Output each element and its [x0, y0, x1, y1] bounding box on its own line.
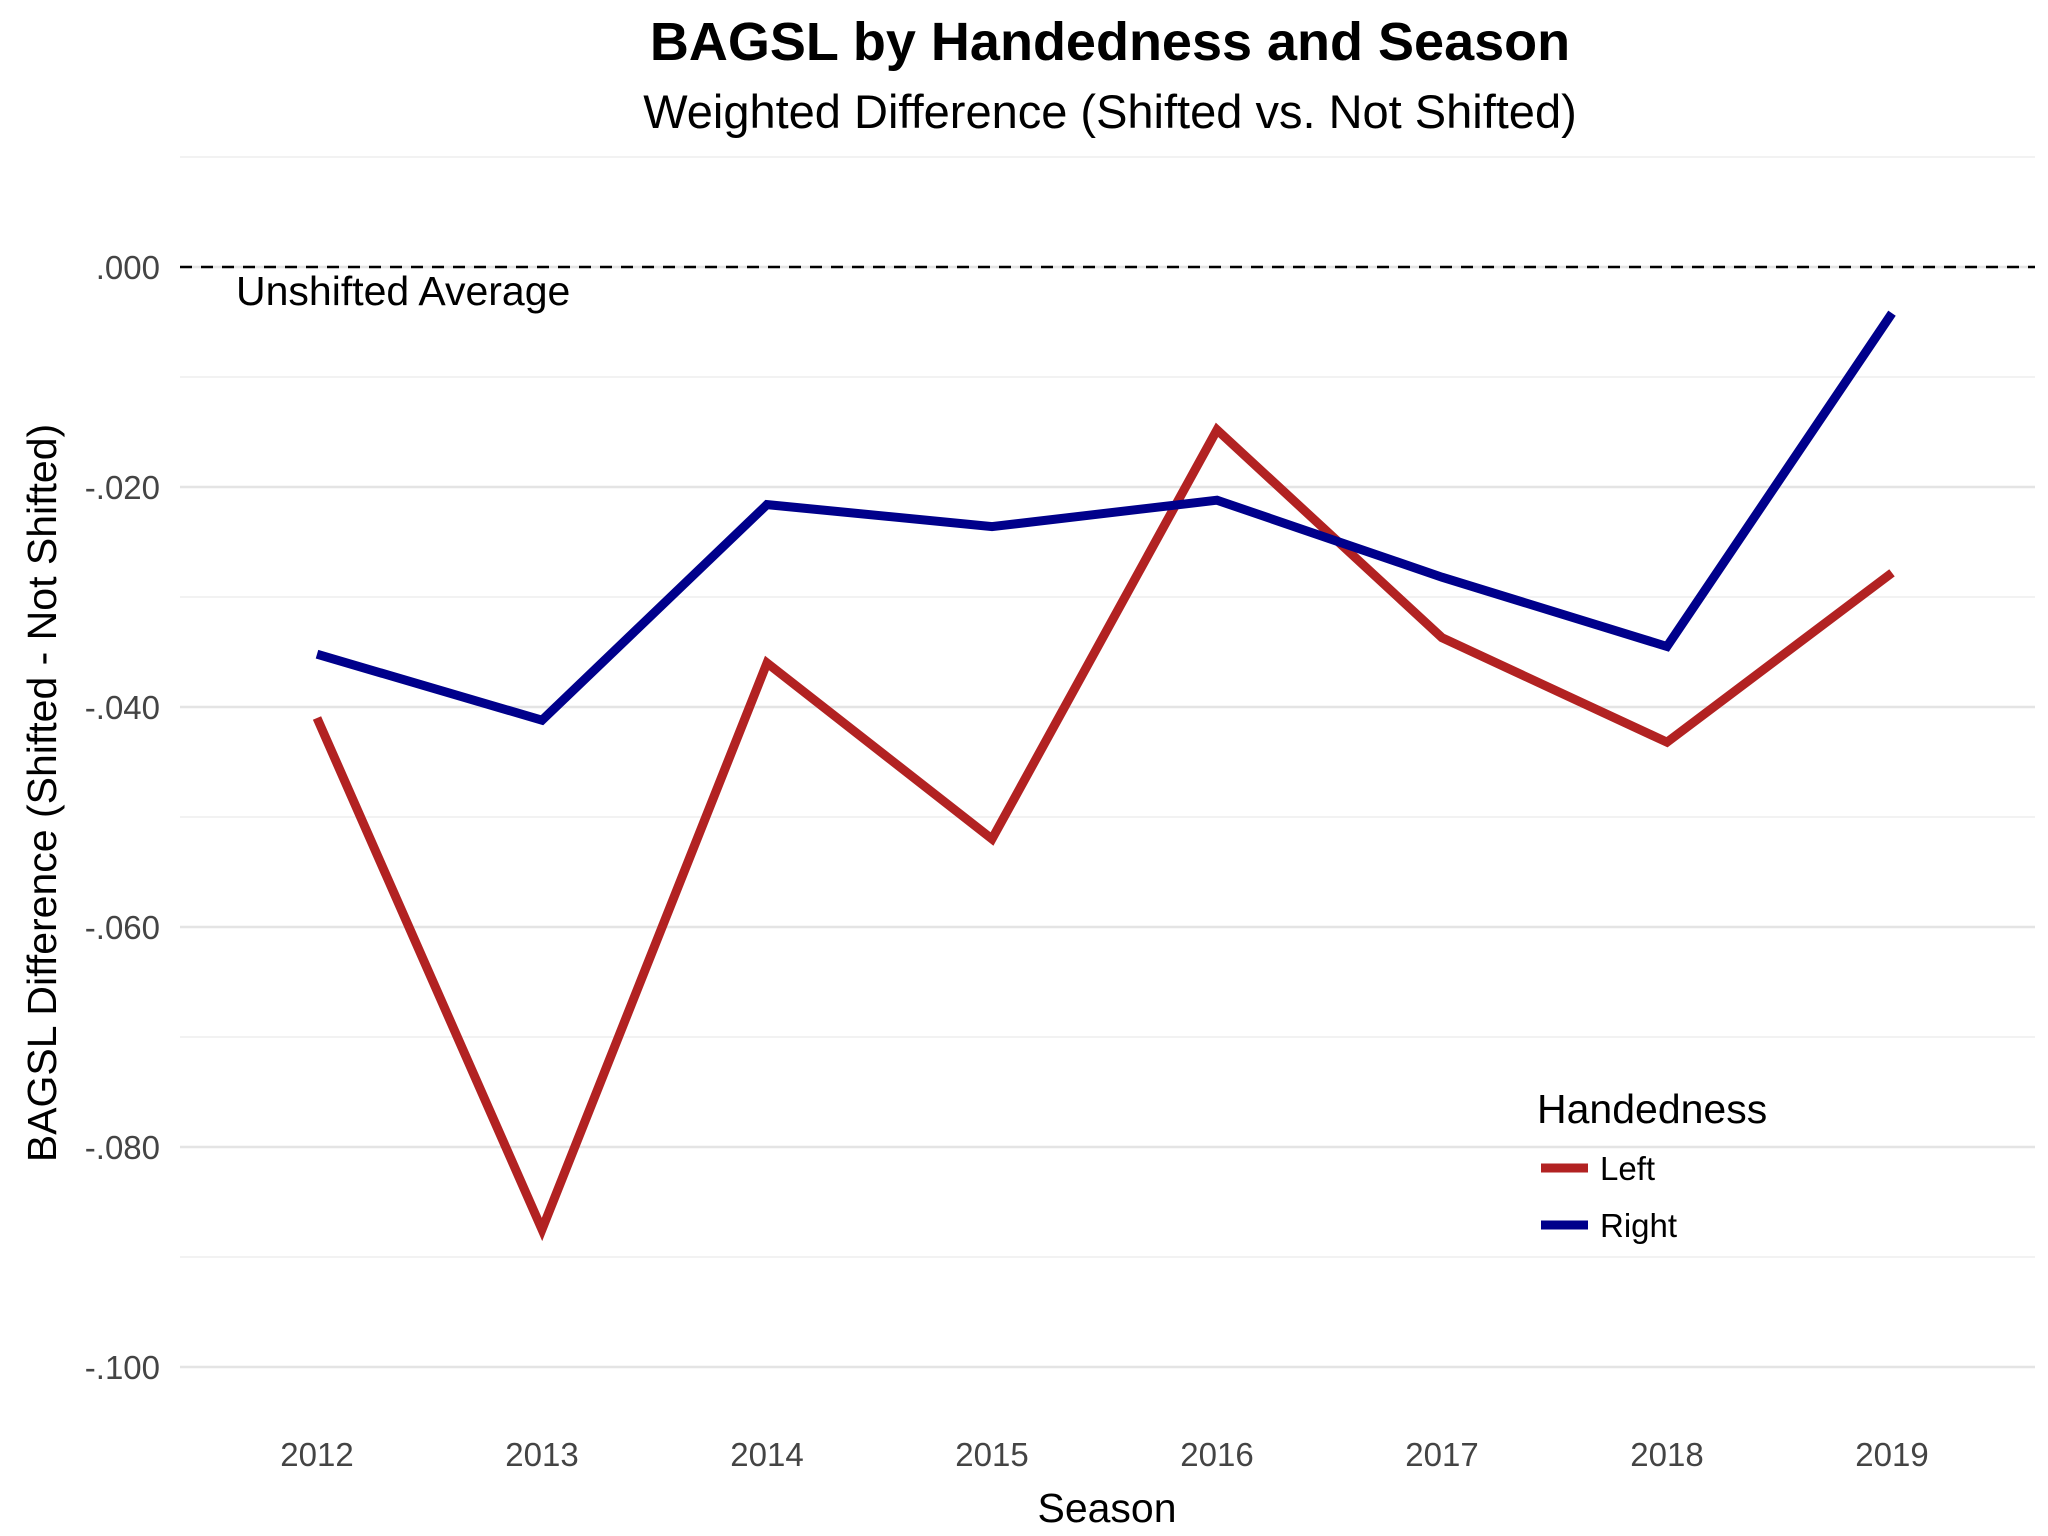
x-tick-label: 2013 — [505, 1436, 578, 1473]
series-line-right — [315, 310, 1896, 726]
x-tick-label: 2017 — [1405, 1436, 1478, 1473]
x-tick-label: 2012 — [280, 1436, 353, 1473]
chart-subtitle: Weighted Difference (Shifted vs. Not Shi… — [643, 85, 1577, 138]
chart-title: BAGSL by Handedness and Season — [650, 12, 1570, 72]
x-tick-label: 2019 — [1855, 1436, 1928, 1473]
legend-items: Left Right — [1541, 1150, 1677, 1244]
series-lines — [312, 310, 1896, 1242]
legend-label-left: Left — [1600, 1150, 1655, 1187]
x-tick-label: 2018 — [1630, 1436, 1703, 1473]
gridlines — [180, 156, 2035, 1369]
y-tick-label: -.040 — [85, 689, 160, 726]
series-line-left — [312, 422, 1895, 1242]
y-tick-label: -.060 — [85, 909, 160, 946]
x-tick-label: 2016 — [1180, 1436, 1253, 1473]
legend: Handedness Left Right — [1537, 1086, 1767, 1244]
x-axis-ticks: 2012 2013 2014 2015 2016 2017 2018 2019 — [280, 1436, 1928, 1473]
y-tick-label: -.080 — [85, 1129, 160, 1166]
y-tick-label: .000 — [96, 249, 160, 286]
legend-label-right: Right — [1600, 1207, 1677, 1244]
y-axis-title: BAGSL Difference (Shifted - Not Shifted) — [19, 424, 65, 1162]
y-tick-label: -.020 — [85, 469, 160, 506]
reference-line-label: Unshifted Average — [236, 268, 570, 314]
y-axis-ticks: .000 -.020 -.040 -.060 -.080 -.100 — [85, 249, 160, 1386]
y-tick-label: -.100 — [85, 1349, 160, 1386]
legend-title: Handedness — [1537, 1086, 1767, 1132]
x-axis-title: Season — [1037, 1485, 1176, 1531]
x-tick-label: 2015 — [955, 1436, 1028, 1473]
x-tick-label: 2014 — [730, 1436, 803, 1473]
